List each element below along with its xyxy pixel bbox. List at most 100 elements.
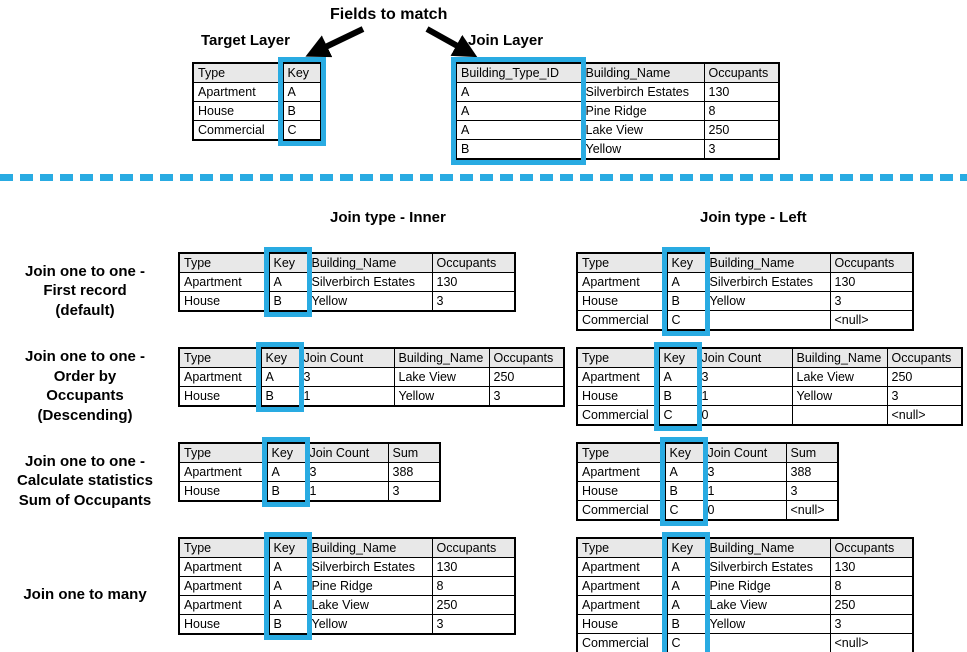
left-join-result-table-4: Type Key Building_Name Occupants Apartment A S… <box>576 537 914 652</box>
table-cell: Pine Ridge <box>580 101 705 121</box>
fields-to-match-label: Fields to match <box>330 6 448 23</box>
table-cell: Lake View <box>393 367 490 387</box>
table-cell: 1 <box>702 481 787 501</box>
table-cell: Apartment <box>576 462 666 482</box>
group-label-line: First record <box>43 282 127 300</box>
table-cell: A <box>268 557 308 577</box>
table-cell: Apartment <box>178 595 270 615</box>
left-join-result-table-3: Type Key Join Count Sum Apartment A 3 388 House B… <box>576 442 839 521</box>
table-cell: 1 <box>298 386 395 407</box>
table-cell: B <box>664 481 704 501</box>
table-cell: A <box>666 557 706 577</box>
table-cell: 3 <box>829 614 914 634</box>
left-join-table-mount: Type Key Building_Name Occupants Apartment A S… <box>576 532 914 652</box>
column-header: Type <box>178 252 270 273</box>
table-cell: Silverbirch Estates <box>704 557 831 577</box>
table-row: Apartment A Lake View 250 <box>576 595 914 615</box>
left-join-table-mount: Type Key Building_Name Occupants Apartment A S… <box>576 247 914 336</box>
group-label-line: Join one to one - <box>25 452 145 470</box>
table-cell: 130 <box>829 272 914 292</box>
table-cell: Commercial <box>576 310 668 331</box>
table-cell: Lake View <box>306 595 433 615</box>
table-cell: Apartment <box>576 557 668 577</box>
table-cell: C <box>658 405 698 426</box>
column-header: Occupants <box>488 347 565 368</box>
header-row: Type Key Join Count Building_Name Occupants <box>178 347 565 368</box>
table-row: Apartment A 3 Lake View 250 <box>178 367 565 387</box>
header-row: Building_Type_ID Building_Name Occupants <box>455 62 780 83</box>
table-row: Commercial C <null> <box>576 310 914 331</box>
column-header: Occupants <box>431 537 516 558</box>
table-cell: B <box>666 291 706 311</box>
group-label: Join one to many <box>0 532 170 652</box>
table-cell: <null> <box>829 310 914 331</box>
header-row: Type Key Building_Name Occupants <box>178 252 516 273</box>
table-cell: Apartment <box>576 576 668 596</box>
table-cell: <null> <box>785 500 839 521</box>
table-cell: 3 <box>703 139 780 160</box>
column-header: Type <box>178 442 268 463</box>
table-row: Apartment A Silverbirch Estates 130 <box>576 272 914 292</box>
column-header: Key <box>666 252 706 273</box>
column-header: Key <box>664 442 704 463</box>
inner-join-result-table-2: Type Key Join Count Building_Name Occupants A… <box>178 347 565 407</box>
table-cell: 8 <box>431 576 516 596</box>
table-row: A Silverbirch Estates 130 <box>455 82 780 102</box>
header-row: Type Key Building_Name Occupants <box>576 252 914 273</box>
group-label: Join one to one - First record (default) <box>0 247 170 335</box>
group-label-line: Join one to one - <box>25 262 145 280</box>
group-label-line: Occupants <box>46 387 124 404</box>
table-cell: Yellow <box>306 291 433 312</box>
table-cell: Apartment <box>178 462 268 482</box>
table-cell: 130 <box>703 82 780 102</box>
target-layer-title: Target Layer <box>201 32 290 49</box>
inner-join-result-table-3: Type Key Join Count Sum Apartment A 3 388 House B… <box>178 442 441 502</box>
table-cell: Pine Ridge <box>704 576 831 596</box>
table-cell: House <box>178 386 262 407</box>
column-header: Type <box>192 62 284 83</box>
table-row: House B Yellow 3 <box>576 614 914 634</box>
table-cell: B <box>268 614 308 635</box>
table-cell: Yellow <box>704 291 831 311</box>
left-join-table-mount: Type Key Join Count Building_Name Occupants A… <box>576 342 963 431</box>
dashed-divider-line <box>0 174 967 181</box>
table-cell: Apartment <box>178 272 270 292</box>
table-row: House B 1 Yellow 3 <box>576 386 963 406</box>
column-header: Key <box>266 442 306 463</box>
table-cell: House <box>192 101 284 121</box>
table-cell: A <box>666 595 706 615</box>
table-cell: <null> <box>829 633 914 652</box>
column-header: Sum <box>387 442 441 463</box>
table-cell: 250 <box>431 595 516 615</box>
table-cell: 3 <box>387 481 441 502</box>
column-header: Type <box>178 537 270 558</box>
table-cell: A <box>658 367 698 387</box>
target-layer-table: Type Key Apartment A House B Commercial C <box>192 62 322 141</box>
table-cell: <null> <box>886 405 963 426</box>
table-row: Commercial C <null> <box>576 633 914 652</box>
table-cell: 8 <box>703 101 780 121</box>
column-header: Type <box>576 537 668 558</box>
table-cell: 3 <box>488 386 565 407</box>
column-header: Join Count <box>702 442 787 463</box>
table-cell: 3 <box>431 291 516 312</box>
column-header: Building_Type_ID <box>455 62 582 83</box>
table-cell: 3 <box>702 462 787 482</box>
header-row: Type Key Join Count Building_Name Occupants <box>576 347 963 368</box>
table-cell: Apartment <box>178 557 270 577</box>
table-cell: Pine Ridge <box>306 576 433 596</box>
table-cell: 8 <box>829 576 914 596</box>
column-header: Type <box>576 252 668 273</box>
inner-join-table-mount: Type Key Building_Name Occupants Apartment A S… <box>178 532 516 640</box>
column-header: Type <box>576 347 660 368</box>
header-row: Type Key <box>192 62 322 83</box>
table-cell: 3 <box>298 367 395 387</box>
table-cell: B <box>658 386 698 406</box>
table-cell: 3 <box>696 367 793 387</box>
table-cell: C <box>666 633 706 652</box>
table-cell: 3 <box>886 386 963 406</box>
table-cell: House <box>576 386 660 406</box>
table-cell: A <box>268 576 308 596</box>
inner-join-result-table-4: Type Key Building_Name Occupants Apartment A S… <box>178 537 516 635</box>
table-cell <box>791 405 888 426</box>
